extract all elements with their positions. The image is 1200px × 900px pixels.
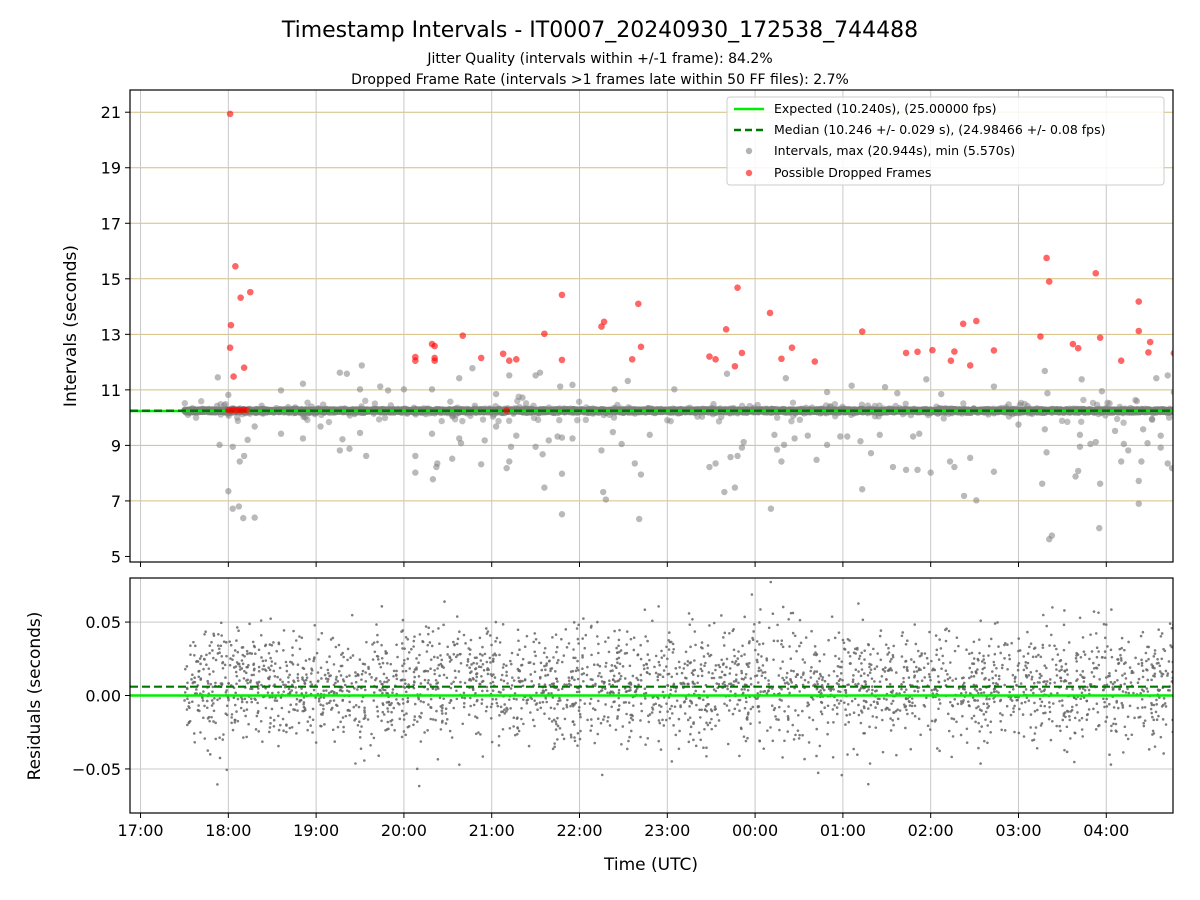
- jitter-quality-subtitle: Jitter Quality (intervals within +/-1 fr…: [426, 51, 772, 67]
- chart-title: Timestamp Intervals - IT0007_20240930_17…: [281, 18, 918, 43]
- intervals-data: [130, 110, 1173, 543]
- dropped-frame-rate-subtitle: Dropped Frame Rate (intervals >1 frames …: [351, 72, 849, 88]
